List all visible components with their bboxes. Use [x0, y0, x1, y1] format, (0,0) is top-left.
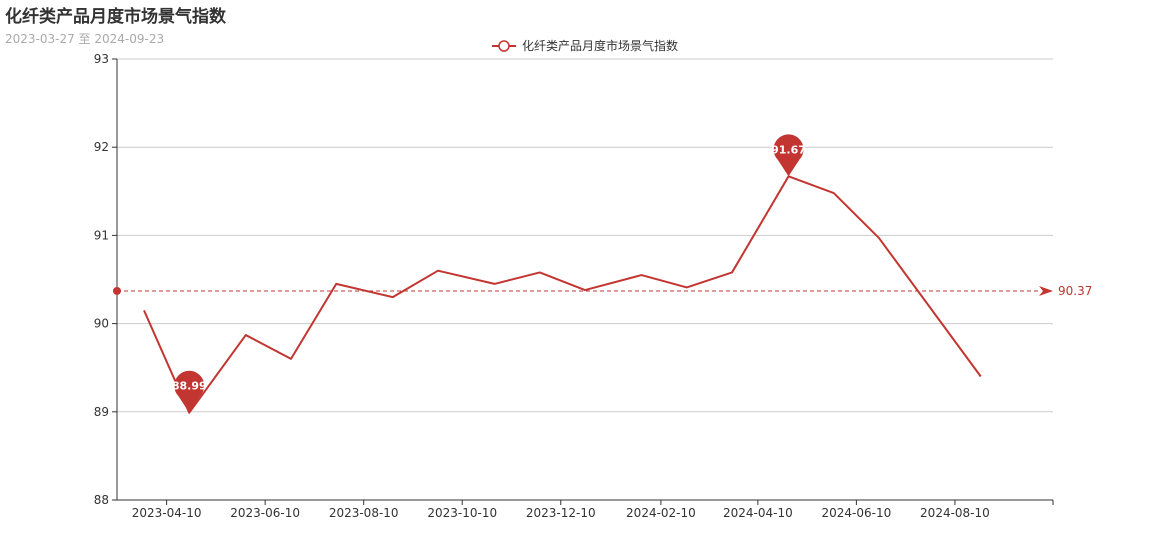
mark-line-arrow	[1039, 285, 1053, 296]
y-tick-label: 89	[94, 405, 109, 419]
y-tick-label: 91	[94, 228, 109, 242]
mark-line-label: 90.37	[1058, 284, 1092, 298]
mark-point-pin: 88.99	[172, 370, 207, 413]
mark-point-pin: 91.67	[771, 134, 806, 177]
x-tick-label: 2024-08-10	[920, 506, 990, 520]
mark-point-label: 91.67	[771, 143, 806, 156]
x-tick-label: 2023-12-10	[526, 506, 596, 520]
legend[interactable]: 化纤类产品月度市场景气指数	[492, 37, 678, 54]
mark-points: 88.99 91.67	[172, 134, 806, 413]
mark-point-shape	[773, 134, 804, 177]
x-tick-label: 2024-04-10	[723, 506, 793, 520]
x-tick-label: 2024-02-10	[626, 506, 696, 520]
y-tick-label: 92	[94, 140, 109, 154]
x-tick-label: 2023-06-10	[230, 506, 300, 520]
legend-line-icon	[492, 39, 516, 52]
y-tick-label: 93	[94, 52, 109, 66]
chart-title: 化纤类产品月度市场景气指数	[5, 7, 226, 27]
x-tick-label: 2023-04-10	[132, 506, 202, 520]
mark-point-label: 88.99	[172, 380, 207, 393]
x-tick-label: 2024-06-10	[822, 506, 892, 520]
grid-lines	[117, 58, 1053, 413]
y-tick-label: 88	[94, 493, 109, 507]
mark-point-shape	[174, 370, 205, 413]
y-tick-label: 90	[94, 317, 109, 331]
series-line-path	[143, 175, 982, 414]
axes: 88 89 90 91 92 93 2023-04-10 2023-06-10 2023-08-…	[94, 52, 1054, 520]
mark-line: 90.37	[113, 284, 1092, 298]
legend-label: 化纤类产品月度市场景气指数	[522, 39, 679, 53]
x-tick-label: 2023-08-10	[329, 506, 399, 520]
x-tick-label: 2023-10-10	[427, 506, 497, 520]
chart-subtitle: 2023-03-27 至 2024-09-23	[5, 32, 165, 46]
series-line	[143, 175, 982, 414]
